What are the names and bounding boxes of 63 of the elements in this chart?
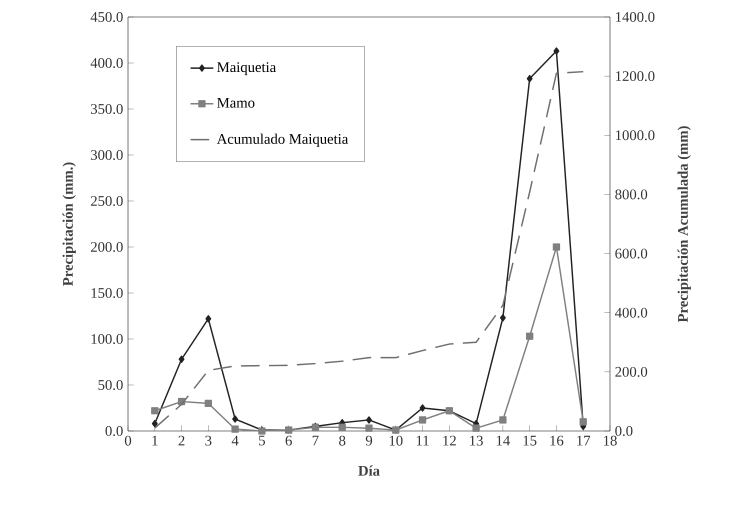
point xyxy=(526,74,533,82)
x-tick-label: 3 xyxy=(205,436,212,446)
point xyxy=(151,407,158,414)
point xyxy=(204,400,212,408)
point xyxy=(178,356,184,363)
y2-tick-label: 0.0 xyxy=(615,426,632,436)
x-tick-label: 5 xyxy=(259,436,265,446)
x-tick-label: 10 xyxy=(390,436,403,446)
x-tick-label: 14 xyxy=(496,436,510,446)
legend-label: Maiquetia xyxy=(217,62,276,76)
x-tick-label: 12 xyxy=(443,436,456,446)
y-axis-title: Precipitación (mm.) xyxy=(62,162,76,286)
legend-label: Acumulado Maiquetia xyxy=(216,134,348,147)
point xyxy=(338,424,346,431)
y2-tick-label: 1200.0 xyxy=(616,71,654,82)
x-tick-label: 7 xyxy=(312,436,319,446)
y-tick-label: 300.0 xyxy=(91,150,123,160)
x-tick-label: 13 xyxy=(470,436,483,446)
x-tick-label: 17 xyxy=(577,436,590,446)
y2-tick-label: 1400.0 xyxy=(616,12,654,22)
y-tick-label: 50.0 xyxy=(98,380,123,390)
point xyxy=(205,315,212,322)
y-tick-label: 350.0 xyxy=(91,104,123,114)
y-tick-label: 450.0 xyxy=(90,12,123,22)
point xyxy=(472,424,480,432)
point xyxy=(420,404,426,412)
x-tick-label: 8 xyxy=(339,436,346,446)
y2-tick-label: 600.0 xyxy=(615,248,648,259)
y-tick-label: 150.0 xyxy=(92,288,123,298)
y2-tick-label: 200.0 xyxy=(615,366,648,377)
point xyxy=(580,418,587,426)
y-tick-label: 0.0 xyxy=(106,426,123,436)
point xyxy=(418,416,426,424)
point xyxy=(526,332,534,340)
x-tick-label: 2 xyxy=(178,436,184,446)
x-tick-label: 4 xyxy=(232,436,239,446)
y2-tick-label: 400.0 xyxy=(615,308,648,318)
x-tick-label: 16 xyxy=(550,436,564,446)
y-tick-label: 400.0 xyxy=(90,58,123,68)
legend-label: Mamo xyxy=(217,98,254,108)
point xyxy=(232,415,238,423)
point xyxy=(231,425,239,433)
point xyxy=(499,416,507,424)
y-tick-label: 250.0 xyxy=(90,196,123,206)
point xyxy=(500,314,506,322)
x-tick-label: 18 xyxy=(604,436,617,446)
x-axis-title: Día xyxy=(358,465,380,476)
y2-tick-label: 800.0 xyxy=(615,189,648,200)
x-tick-label: 0 xyxy=(124,436,132,446)
x-tick-label: 15 xyxy=(524,436,536,446)
point xyxy=(365,424,373,432)
x-tick-label: 1 xyxy=(152,436,158,446)
y-tick-label: 100.0 xyxy=(92,334,123,344)
point xyxy=(554,47,560,55)
point xyxy=(552,243,560,251)
y2-axis-title: Precipitación Acumulada (mm) xyxy=(678,126,691,322)
x-tick-label: 6 xyxy=(286,436,292,446)
x-tick-label: 9 xyxy=(366,436,372,446)
point xyxy=(366,416,372,424)
x-tick-label: 11 xyxy=(416,436,429,446)
y-tick-label: 200.0 xyxy=(90,242,123,252)
y2-tick-label: 1000.0 xyxy=(616,130,654,140)
point xyxy=(152,420,158,428)
